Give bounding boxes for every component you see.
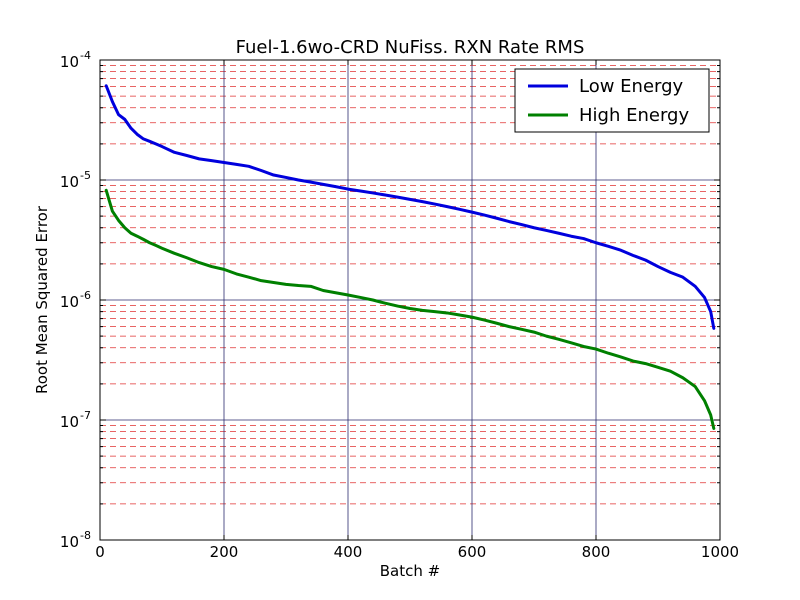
legend-label-low-energy: Low Energy xyxy=(579,76,684,97)
y-tick-label-exponent: -4 xyxy=(80,49,91,62)
series-line-high-energy xyxy=(104,188,716,430)
x-tick-label: 200 xyxy=(210,543,239,561)
y-tick-label-exponent: -6 xyxy=(80,289,91,302)
y-tick-label: 10 xyxy=(60,533,79,551)
y-tick-label: 10 xyxy=(60,53,79,71)
y-tick-label: 10 xyxy=(60,293,79,311)
legend-label-high-energy: High Energy xyxy=(579,105,689,126)
x-axis-label: Batch # xyxy=(380,562,440,580)
y-tick-label-exponent: -5 xyxy=(80,169,91,182)
x-tick-label: 400 xyxy=(334,543,363,561)
y-axis-label: Root Mean Squared Error xyxy=(33,205,51,394)
y-tick-label: 10 xyxy=(60,413,79,431)
legend: Low Energy High Energy xyxy=(514,68,710,133)
x-tick-label: 1000 xyxy=(701,543,739,561)
series-line-low-energy xyxy=(104,84,716,330)
x-tick-label: 800 xyxy=(582,543,611,561)
series-layer xyxy=(104,84,716,430)
x-tick-label: 0 xyxy=(95,543,105,561)
chart-title: Fuel-1.6wo-CRD NuFiss. RXN Rate RMS xyxy=(236,37,585,58)
y-tick-label-exponent: -8 xyxy=(80,529,91,542)
y-tick-label: 10 xyxy=(60,173,79,191)
y-tick-label-exponent: -7 xyxy=(80,409,91,422)
legend-frame xyxy=(514,68,710,133)
x-tick-label: 600 xyxy=(458,543,487,561)
